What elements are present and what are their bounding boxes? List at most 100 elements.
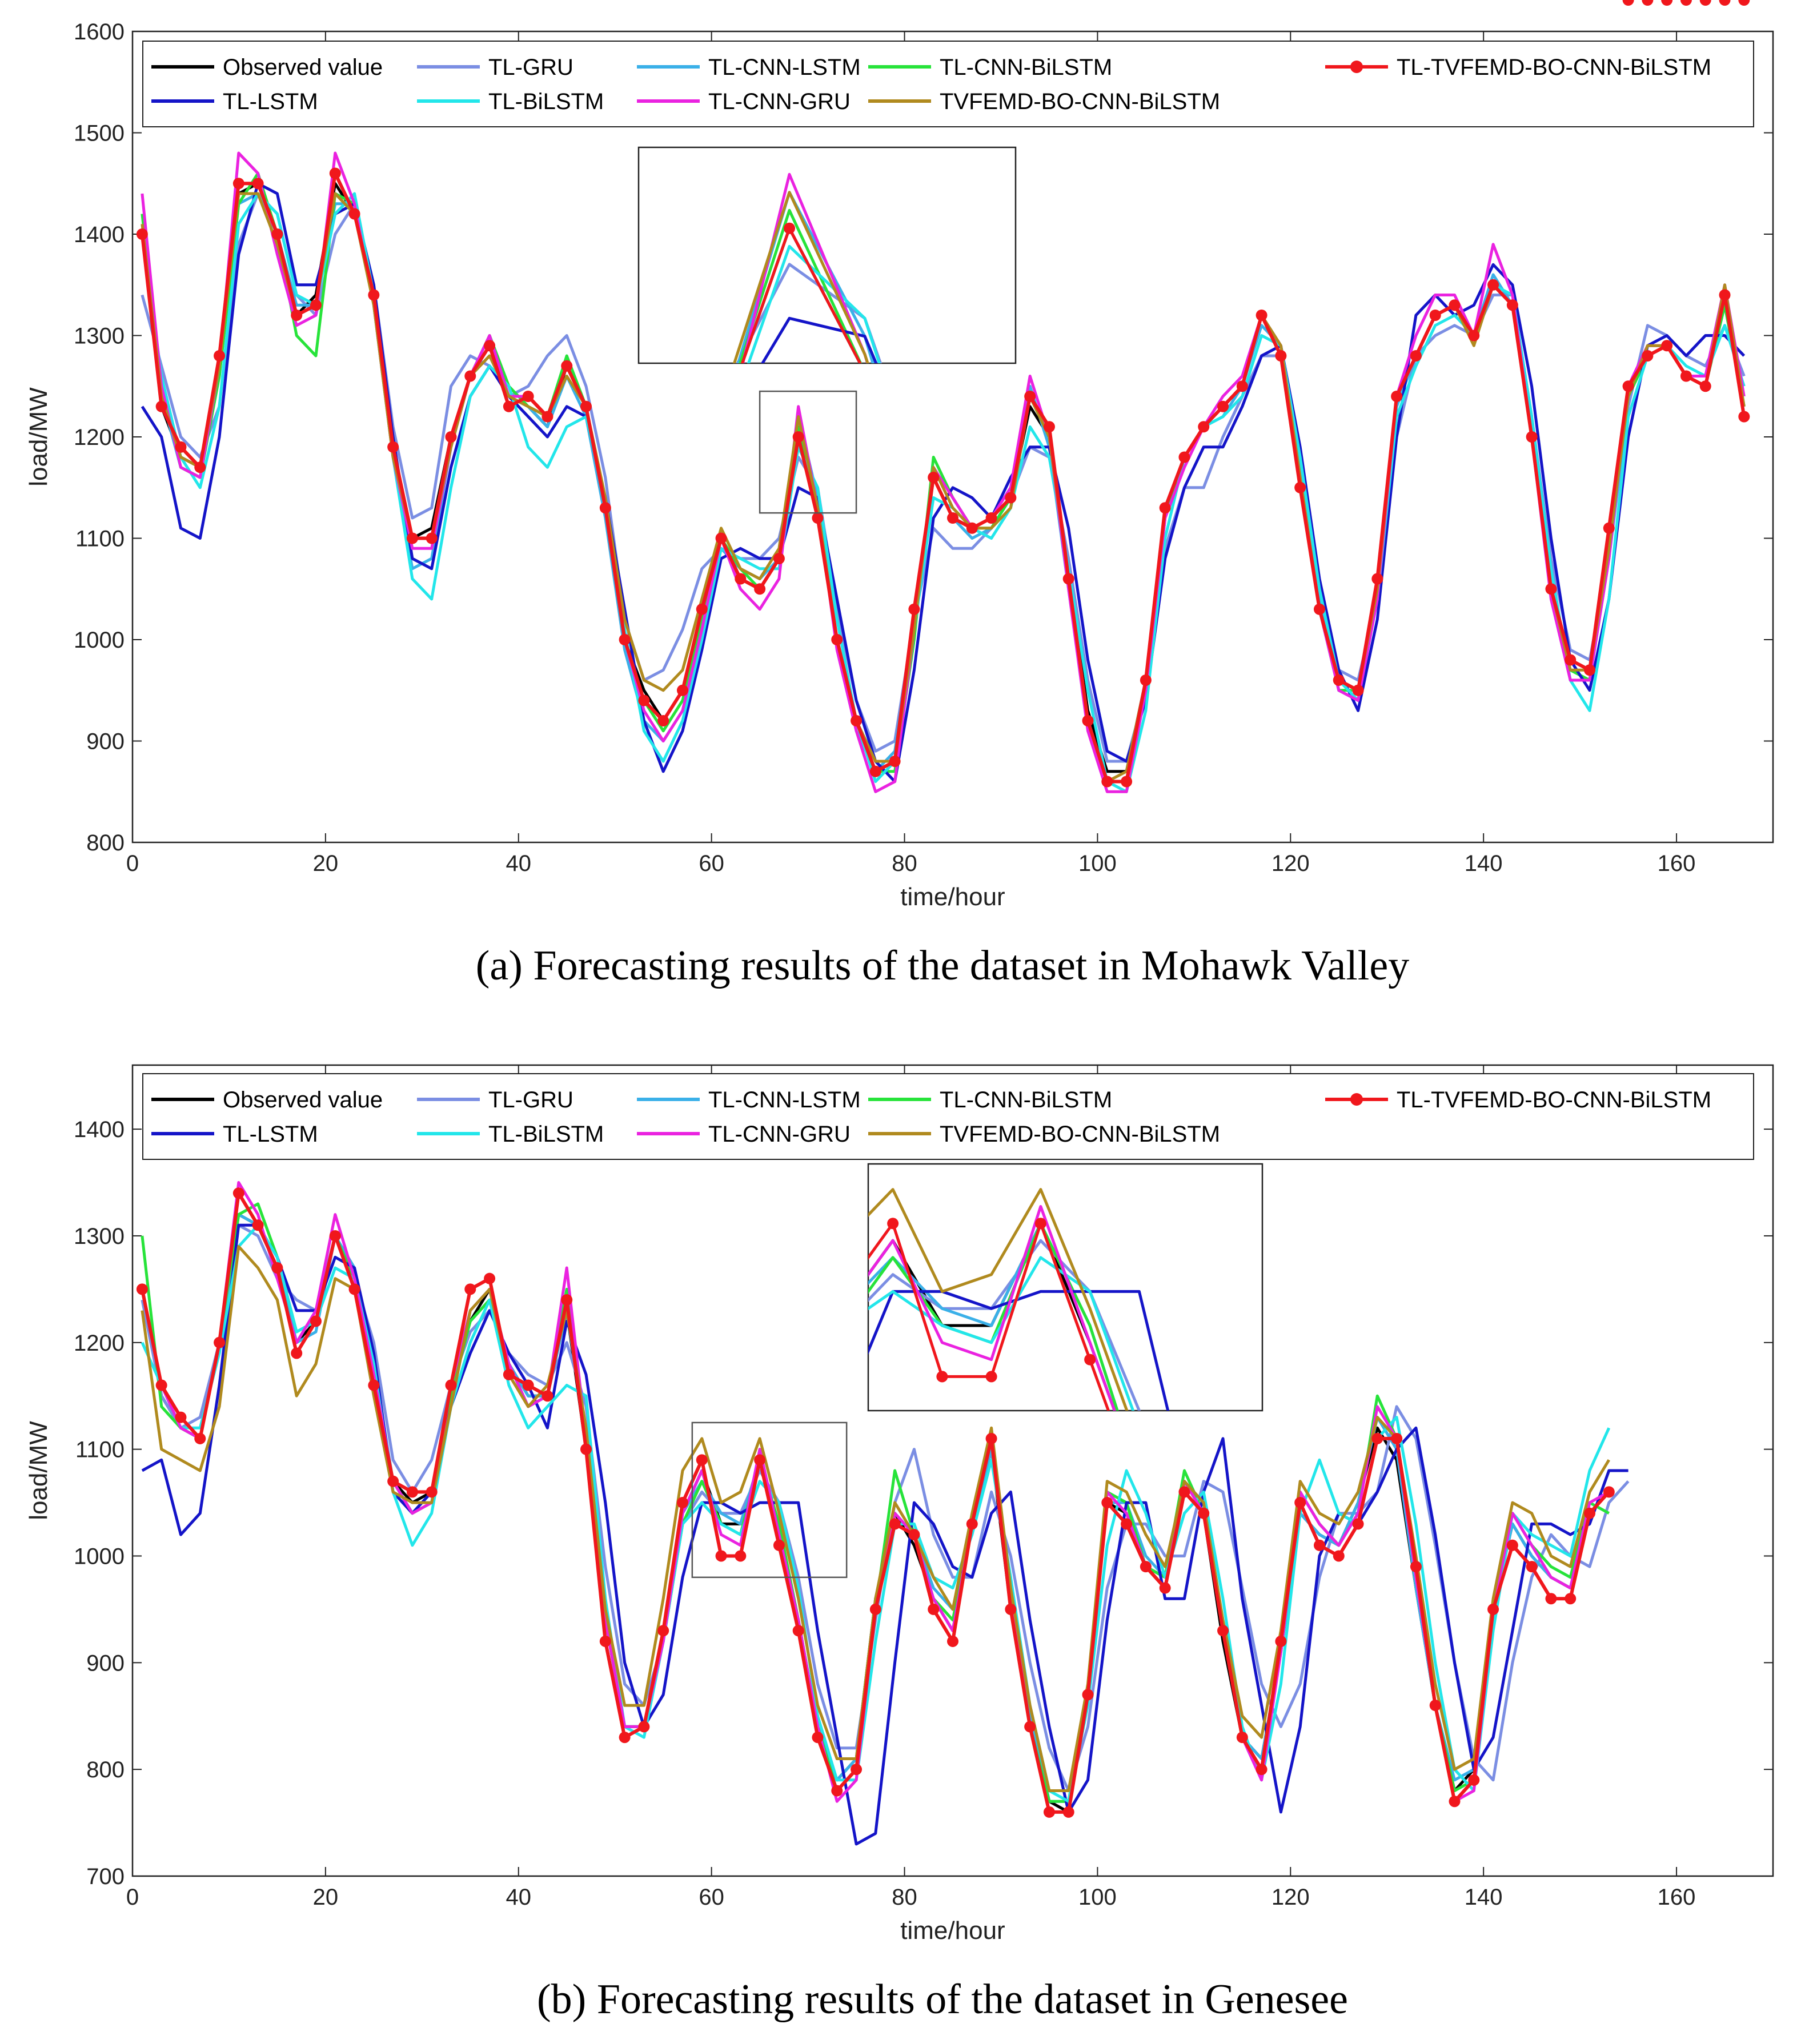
data-point-tl_tvfemd	[1506, 299, 1518, 311]
zoom-inset	[691, 1163, 1263, 1579]
data-point-tl_tvfemd	[1410, 1561, 1422, 1573]
data-point-tl_tvfemd	[869, 1603, 881, 1615]
legend-item-tl_tvfemd: TL-TVFEMD-BO-CNN-BiLSTM	[1325, 1087, 1711, 1113]
x-axis-label: time/hour	[900, 883, 1005, 911]
data-point-tl_tvfemd	[676, 684, 688, 696]
legend-item-tl_cnn_lstm: TL-CNN-LSTM	[637, 55, 861, 80]
data-point-tl_tvfemd	[908, 1529, 920, 1541]
data-point-tl_tvfemd	[792, 431, 804, 443]
data-point-tl_tvfemd	[426, 1486, 438, 1498]
inset-series	[868, 1188, 1170, 1411]
data-point-tl_tvfemd	[426, 532, 438, 544]
data-point-tl_tvfemd	[1005, 492, 1017, 504]
inset-line-tl_cnn_gru	[741, 172, 869, 363]
data-point-tl_tvfemd	[1217, 1625, 1229, 1637]
data-point-tl_tvfemd	[754, 1454, 766, 1466]
legend-label: TL-CNN-GRU	[708, 89, 851, 114]
x-tick-label: 120	[1271, 1885, 1310, 1910]
inset-line-tl_cnn_gru	[868, 1205, 1116, 1411]
data-point-tl_tvfemd	[619, 634, 631, 645]
data-point-tl_tvfemd	[484, 340, 496, 352]
data-point-tl_tvfemd	[1082, 1689, 1094, 1701]
data-point-tl_tvfemd	[232, 1187, 244, 1199]
data-point-tl_tvfemd	[1449, 299, 1461, 311]
data-point-tl_tvfemd	[252, 1219, 264, 1231]
data-point-tl_tvfemd	[1661, 0, 1673, 6]
data-point-tl_tvfemd	[1565, 1593, 1577, 1605]
data-point-tl_tvfemd	[1429, 310, 1441, 321]
data-point-tl_tvfemd	[1584, 1507, 1596, 1519]
data-point-tl_tvfemd	[985, 512, 997, 524]
legend-label: TL-CNN-LSTM	[708, 1087, 861, 1113]
data-point-tl_tvfemd	[1005, 1603, 1017, 1615]
inset-line-tvfemd	[868, 1188, 1129, 1411]
data-point-tl_tvfemd	[773, 553, 785, 564]
legend-item-tl_gru: TL-GRU	[417, 1087, 573, 1113]
data-point-tl_tvfemd	[1545, 1593, 1557, 1605]
legend-label: Observed value	[223, 1087, 383, 1113]
data-point-tl_tvfemd	[291, 1347, 303, 1359]
inset-point-tl_tvfemd	[1034, 1218, 1046, 1230]
figure-caption-b: (b) Forecasting results of the dataset i…	[537, 1976, 1348, 2023]
data-point-tl_tvfemd	[464, 1283, 476, 1295]
axis-ticks: 0 20 40 60 80 100 120 140 160 700 800 900 1000 1100 12…	[74, 1065, 1773, 1910]
inset-line-tl_tvfemd	[740, 227, 862, 363]
legend-label: TL-CNN-LSTM	[708, 55, 861, 80]
data-point-tl_tvfemd	[1101, 1497, 1113, 1509]
data-point-tl_tvfemd	[271, 228, 283, 240]
data-point-tl_tvfemd	[329, 1230, 341, 1242]
data-point-tl_tvfemd	[735, 573, 747, 585]
data-point-tl_tvfemd	[619, 1732, 631, 1744]
data-point-tl_tvfemd	[406, 1486, 418, 1498]
data-point-tl_tvfemd	[1140, 1561, 1152, 1573]
legend-label: Observed value	[223, 55, 383, 80]
legend: Observed value TL-GRU TL-CNN-LSTM TL-CNN-Bi…	[142, 1073, 1754, 1160]
plot-area-frame	[131, 1064, 1774, 1877]
data-point-tl_tvfemd	[1622, 380, 1634, 392]
data-point-tl_tvfemd	[928, 472, 940, 483]
data-point-tl_tvfemd	[1178, 1486, 1190, 1498]
inset-line-tvfemd	[732, 191, 869, 363]
data-point-tl_tvfemd	[1352, 1518, 1364, 1530]
data-point-tl_tvfemd	[136, 1283, 148, 1295]
legend-label: TL-GRU	[488, 1087, 573, 1113]
data-point-tl_tvfemd	[541, 1390, 553, 1402]
data-point-tl_tvfemd	[580, 400, 592, 412]
data-point-tl_tvfemd	[1622, 0, 1634, 6]
y-tick-label: 800	[86, 1757, 125, 1782]
data-point-tl_tvfemd	[1642, 0, 1654, 6]
data-point-tl_tvfemd	[1121, 776, 1133, 788]
x-tick-label: 80	[892, 1885, 917, 1910]
data-point-tl_tvfemd	[985, 1432, 997, 1444]
data-point-tl_tvfemd	[445, 1379, 457, 1391]
data-point-tl_tvfemd	[908, 603, 920, 615]
data-point-tl_tvfemd	[947, 512, 958, 524]
data-point-tl_tvfemd	[1313, 603, 1325, 615]
data-point-tl_tvfemd	[676, 1497, 688, 1509]
data-point-tl_tvfemd	[792, 1625, 804, 1637]
data-point-tl_tvfemd	[599, 1635, 611, 1647]
data-point-tl_tvfemd	[1429, 1700, 1441, 1712]
x-tick-label: 40	[506, 851, 532, 876]
y-tick-label: 1500	[74, 121, 125, 146]
data-point-tl_tvfemd	[561, 360, 573, 372]
axis-ticks: 0 20 40 60 80 100 120 140 160 800 900 1000 1100 1200 1…	[74, 19, 1773, 876]
inset-point-tl_tvfemd	[1084, 1354, 1096, 1366]
zoom-region-box	[691, 1421, 848, 1579]
legend-label: TVFEMD-BO-CNN-BiLSTM	[940, 1122, 1220, 1147]
data-point-tl_tvfemd	[1661, 340, 1673, 352]
data-point-tl_tvfemd	[155, 1379, 167, 1391]
y-tick-label: 700	[86, 1864, 125, 1889]
data-point-tl_tvfemd	[1043, 421, 1055, 433]
data-point-tl_tvfemd	[1333, 1550, 1345, 1562]
legend-item-tl_cnn_gru: TL-CNN-GRU	[637, 89, 851, 114]
data-point-tl_tvfemd	[696, 603, 708, 615]
data-point-tl_tvfemd	[869, 765, 881, 777]
inset-line-tl_cnn_bilstm	[739, 208, 863, 363]
legend-label: TL-BiLSTM	[488, 1122, 604, 1147]
data-point-tl_tvfemd	[1487, 279, 1499, 291]
legend-item-tl_gru: TL-GRU	[417, 55, 573, 80]
x-tick-label: 0	[126, 851, 139, 876]
data-point-tl_tvfemd	[1487, 1603, 1499, 1615]
data-point-tl_tvfemd	[889, 756, 901, 767]
